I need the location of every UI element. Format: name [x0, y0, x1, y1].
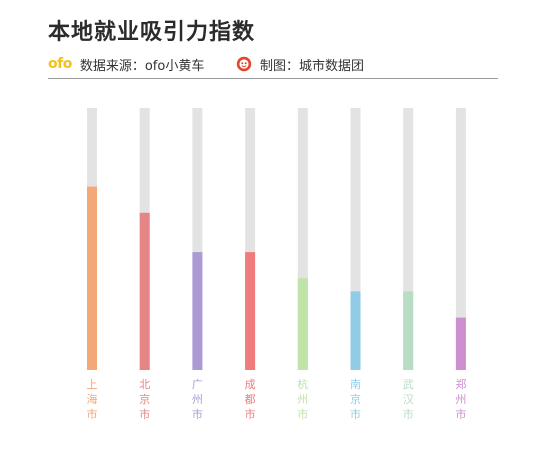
header-divider: [48, 78, 498, 79]
bar-track: [245, 108, 256, 370]
bar-7: [455, 317, 466, 370]
bar-5: [350, 291, 361, 370]
bar-1: [139, 212, 150, 370]
bar-0: [87, 186, 97, 370]
chart-title: 本地就业吸引力指数: [48, 20, 256, 45]
bar-3: [245, 252, 256, 370]
category-label: 成都市: [245, 378, 256, 421]
bar-6: [403, 291, 414, 370]
chart-maker-label: 制图：城市数据团: [260, 58, 365, 74]
data-source: ofo 数据来源：ofo小黄车: [48, 55, 205, 74]
bar-track: [403, 108, 414, 370]
category-label: 郑州市: [455, 377, 466, 421]
red-brand-icon: [236, 56, 252, 72]
data-source-label: 数据来源：ofo小黄车: [79, 58, 205, 74]
category-label: 上海市: [87, 378, 98, 421]
bar-2: [192, 252, 203, 370]
ofo-logo-icon: ofo: [48, 56, 72, 72]
bar-track: [192, 108, 203, 370]
category-label: 广州市: [192, 378, 203, 421]
category-label: 武汉市: [403, 378, 414, 421]
category-label: 北京市: [139, 378, 150, 421]
category-label: 南京市: [350, 378, 361, 421]
chart-maker: 制图：城市数据团: [236, 55, 365, 74]
bar-track: [455, 108, 466, 370]
bar-track: [350, 108, 361, 370]
bar-track: [297, 108, 308, 370]
category-label: 杭州市: [297, 377, 308, 421]
bar-4: [297, 278, 308, 370]
